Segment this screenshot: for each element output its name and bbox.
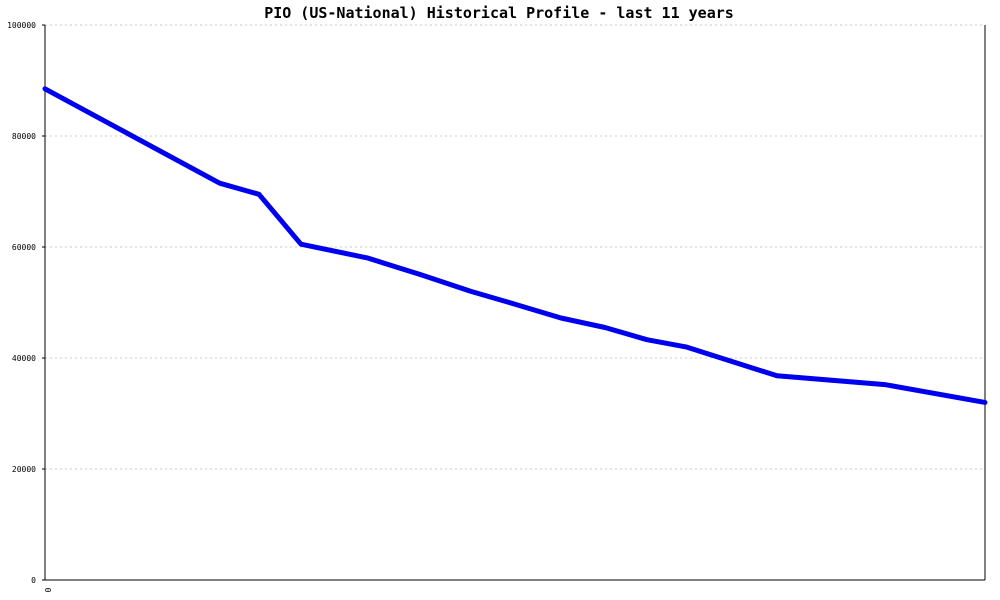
x-axis-ticks: 0 [43, 588, 52, 593]
y-tick-label: 80000 [12, 132, 36, 141]
y-tick-label: 40000 [12, 354, 36, 363]
series-group [42, 86, 988, 405]
x-tick-label: 0 [43, 588, 52, 593]
y-tick-label: 0 [31, 576, 36, 585]
chart-title: PIO (US-National) Historical Profile - l… [264, 4, 734, 22]
series-line [42, 86, 988, 405]
y-tick-label: 60000 [12, 243, 36, 252]
y-axis-ticks: 0 20000 40000 60000 80000 100000 [7, 21, 45, 585]
y-tick-label: 20000 [12, 465, 36, 474]
y-tick-label: 100000 [7, 21, 36, 30]
grid-lines [45, 24, 985, 470]
